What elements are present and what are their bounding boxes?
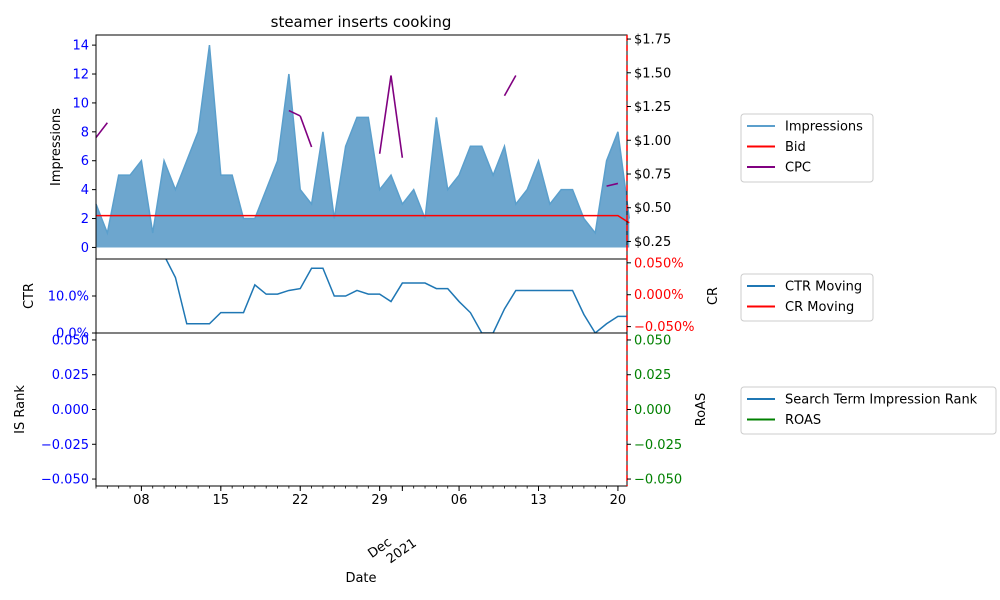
legend-mid: CTR Moving CR Moving [740, 273, 874, 322]
y-right-tick-label: $1.75 [634, 33, 671, 48]
y-left-tick-label: 6 [81, 154, 89, 169]
bid-line [96, 214, 630, 224]
y-left-tick-label: 0.000 [52, 403, 89, 418]
y-left-tick-label: 0.0% [56, 327, 89, 342]
y-left-tick-label: 4 [81, 183, 89, 198]
y-left-tick-label: 14 [72, 39, 89, 54]
legend-label: CTR Moving [785, 280, 862, 295]
y-right-axis-label-cr: CR [706, 287, 721, 305]
x-tick-label: 08 [133, 493, 150, 508]
x-tick-label: 13 [530, 493, 547, 508]
y-right-tick-label: 0.000 [634, 403, 671, 418]
y-right-tick-label: $1.00 [634, 134, 671, 149]
y-right-tick-label: $0.50 [634, 201, 671, 216]
impressions-line [95, 45, 631, 236]
y-left-tick-label: 12 [72, 68, 89, 83]
legend-box [740, 113, 874, 183]
y-right-tick-label: 0.000% [634, 288, 684, 303]
legend-label: Impressions [785, 120, 863, 135]
y-right-tick-label: 0.050 [634, 333, 671, 348]
x-tick-label: 20 [610, 493, 627, 508]
cpc-segment [503, 75, 517, 97]
y-left-tick-label: −0.050 [41, 473, 89, 488]
x-tick-label: 22 [292, 493, 309, 508]
y-right-tick-label: $1.25 [634, 100, 671, 115]
y-right-tick-label: −0.050 [634, 473, 682, 488]
x-tick-label: 29 [371, 493, 388, 508]
mid-panel-frame [95, 258, 628, 334]
x-tick-label: 15 [213, 493, 230, 508]
x-tick-label: 06 [451, 493, 468, 508]
y-left-tick-label: 10 [72, 96, 89, 111]
impressions-area [96, 45, 630, 248]
cpc-segment [288, 109, 301, 117]
y-left-axis-label-is-rank: IS Rank [13, 385, 28, 434]
legend-box [740, 386, 997, 435]
y-right-tick-label: 0.025 [634, 368, 671, 383]
y-left-tick-label: 10.0% [48, 290, 89, 305]
cpc-segment [390, 75, 404, 158]
y-right-tick-label: −0.025 [634, 438, 682, 453]
y-right-axis-label-roas: RoAS [694, 393, 709, 427]
cpc-segment [299, 115, 313, 148]
chart-title: steamer inserts cooking [271, 13, 452, 31]
legend-label: CPC [785, 161, 811, 176]
legend-top: Impressions Bid CPC [740, 113, 874, 183]
plot-area: 0 2 4 6 8 10 12 14 $0.25 $0.50 $0.75 $1.00 $1.25 $1.5… [13, 33, 721, 568]
y-right-tick-label: $0.75 [634, 167, 671, 182]
y-left-tick-label: 2 [81, 212, 89, 227]
cpc-segment [95, 122, 108, 139]
bot-panel-frame [95, 332, 628, 487]
legend-area: Impressions Bid CPC CTR Moving CR Moving Sear… [740, 113, 997, 435]
y-left-tick-label: 0.050 [52, 333, 89, 348]
x-axis-label: Date [345, 571, 376, 586]
ctr-moving-line [165, 259, 627, 333]
y-left-tick-label: 0.025 [52, 368, 89, 383]
legend-bot: Search Term Impression Rank ROAS [740, 386, 997, 435]
legend-label: Search Term Impression Rank [785, 393, 978, 408]
y-left-tick-label: −0.025 [41, 438, 89, 453]
legend-label: Bid [785, 140, 806, 155]
y-right-tick-label: 0.050% [634, 256, 684, 271]
cpc-segment [378, 75, 392, 154]
legend-label: ROAS [785, 413, 821, 428]
cpc-segment [606, 182, 619, 187]
y-left-axis-label-impressions: Impressions [49, 108, 64, 186]
legend-label: CR Moving [785, 300, 854, 315]
y-right-tick-label: $1.50 [634, 66, 671, 81]
y-left-tick-label: 0 [81, 241, 89, 256]
y-right-tick-label: $0.25 [634, 235, 671, 250]
y-left-tick-label: 8 [81, 125, 89, 140]
y-right-tick-label: −0.050% [634, 320, 694, 335]
y-left-axis-label-ctr: CTR [22, 283, 37, 309]
